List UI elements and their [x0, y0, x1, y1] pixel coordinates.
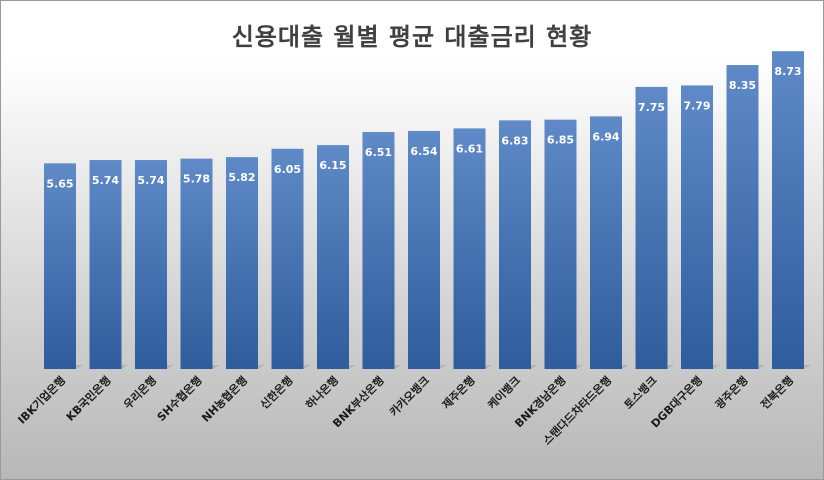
data-label: 6.51	[365, 146, 392, 159]
bar	[135, 160, 167, 369]
data-label: 5.74	[92, 174, 119, 187]
bar	[317, 145, 349, 369]
data-label: 5.82	[228, 171, 255, 184]
category-tick-label: 제주은행	[439, 373, 478, 412]
data-label: 6.15	[319, 159, 346, 172]
data-label: 5.78	[183, 173, 210, 186]
category-tick-label: 전북은행	[758, 373, 797, 412]
data-label: 8.35	[729, 79, 756, 92]
bar	[271, 148, 304, 369]
data-label: 6.54	[410, 145, 437, 158]
data-label: 8.73	[774, 65, 801, 78]
bar	[544, 119, 577, 370]
data-label: 6.83	[501, 134, 528, 147]
category-tick-label: IBK기업은행	[15, 373, 68, 426]
category-tick-label: 토스뱅크	[621, 373, 660, 412]
category-tick-label: SH수협은행	[154, 373, 205, 424]
data-label: 7.79	[683, 99, 710, 112]
category-tick-label: 카카오뱅크	[386, 373, 432, 419]
chart-title: 신용대출 월별 평균 대출금리 현황	[231, 23, 593, 51]
bar	[408, 130, 440, 369]
data-label: 6.94	[592, 130, 619, 143]
data-label: 6.85	[547, 134, 574, 147]
bar	[362, 132, 395, 369]
category-tick-label: 하나은행	[303, 373, 342, 412]
bar	[681, 85, 713, 369]
bar	[590, 116, 622, 370]
bar	[44, 163, 76, 369]
data-label: 5.74	[137, 174, 164, 187]
category-tick-label: 신한은행	[257, 373, 296, 412]
data-label: 6.61	[456, 142, 483, 155]
bar	[635, 86, 668, 370]
bar	[180, 158, 213, 369]
data-label: 5.65	[46, 177, 73, 190]
bar	[453, 128, 486, 369]
category-tick-label: 광주은행	[712, 373, 751, 412]
bar	[89, 160, 122, 369]
category-tick-label: NH농협은행	[199, 373, 251, 425]
data-label: 7.75	[638, 101, 665, 114]
bar	[772, 51, 804, 370]
category-tick-label: 케이뱅크	[485, 373, 524, 412]
bar	[499, 120, 531, 369]
bar	[226, 157, 258, 369]
category-tick-label: 우리은행	[121, 373, 160, 412]
bar	[726, 65, 759, 370]
category-tick-label: KB국민은행	[63, 373, 113, 423]
data-label: 6.05	[274, 163, 301, 176]
